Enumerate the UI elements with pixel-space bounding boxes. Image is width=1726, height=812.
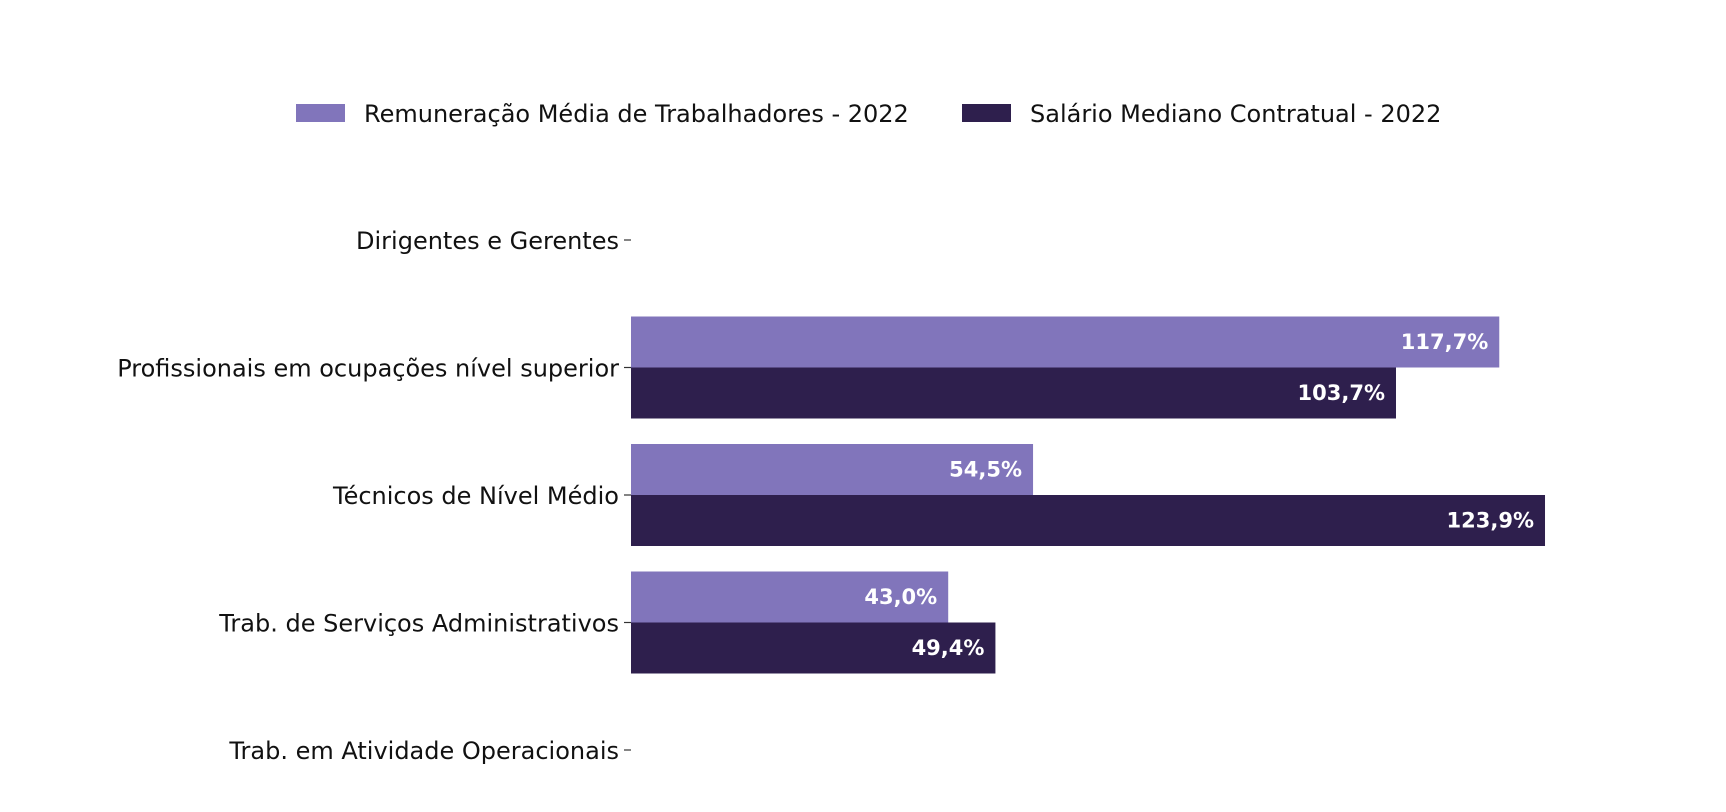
y-axis: Dirigentes e Gerentes Profissionais em oc… xyxy=(117,227,631,765)
data-label: 54,5% xyxy=(949,458,1022,482)
legend-label-1: Remuneração Média de Trabalhadores - 202… xyxy=(364,100,909,128)
bar-series-1 xyxy=(631,444,1034,495)
legend-swatch-2 xyxy=(962,104,1011,122)
legend-swatch-1 xyxy=(296,104,345,122)
bar-series-2 xyxy=(631,367,1396,419)
bar-series-2 xyxy=(631,622,996,674)
y-tick-label: Técnicos de Nível Médio xyxy=(332,482,619,510)
bar-series-1 xyxy=(631,571,949,623)
data-label: 117,7% xyxy=(1401,330,1488,354)
y-tick-label: Profissionais em ocupações nível superio… xyxy=(117,355,619,383)
data-label: 43,0% xyxy=(864,585,937,609)
chart-legend: Remuneração Média de Trabalhadores - 202… xyxy=(296,100,1441,128)
bar-series-2 xyxy=(631,495,1546,546)
legend-label-2: Salário Mediano Contratual - 2022 xyxy=(1030,100,1441,128)
data-label: 123,9% xyxy=(1447,509,1534,533)
y-tick-label: Trab. de Serviços Administrativos xyxy=(218,610,619,638)
bars-group xyxy=(631,316,1546,674)
bar-series-1 xyxy=(631,316,1500,368)
data-labels-group: 117,7% 54,5% 43,0% 103,7% 123,9% 49,4% xyxy=(864,330,1534,660)
y-tick-label: Dirigentes e Gerentes xyxy=(356,227,619,255)
data-label: 49,4% xyxy=(912,636,985,660)
y-tick-label: Trab. em Atividade Operacionais xyxy=(228,737,619,765)
data-label: 103,7% xyxy=(1298,381,1385,405)
